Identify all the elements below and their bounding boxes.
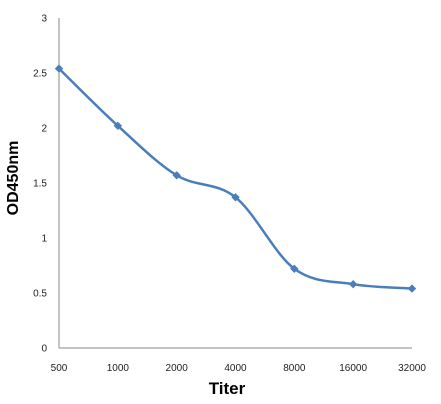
data-point bbox=[348, 280, 358, 289]
data-point bbox=[172, 171, 181, 180]
data-series bbox=[54, 64, 417, 293]
x-tick-label: 4000 bbox=[224, 363, 247, 374]
data-point bbox=[290, 264, 299, 273]
data-point bbox=[113, 121, 123, 130]
x-tick-label: 32000 bbox=[398, 363, 426, 374]
x-tick-label: 2000 bbox=[166, 363, 189, 374]
data-point bbox=[407, 284, 417, 293]
x-tick-label: 16000 bbox=[339, 363, 367, 374]
x-tick-label: 1000 bbox=[107, 363, 130, 374]
series-line bbox=[57, 67, 414, 290]
y-tick-label: 0.5 bbox=[33, 289, 47, 300]
y-tick-labels: 0 0.5 1 1.5 2 2.5 3 bbox=[33, 14, 47, 355]
y-tick-label: 2 bbox=[41, 124, 47, 135]
y-tick-label: 1 bbox=[41, 234, 47, 245]
y-tick-label: 1.5 bbox=[33, 179, 47, 190]
x-tick-label: 500 bbox=[51, 363, 68, 374]
x-axis-title: Titer bbox=[209, 379, 246, 398]
y-axis-title: OD450nm bbox=[5, 141, 22, 216]
data-point bbox=[231, 193, 240, 202]
y-tick-label: 2.5 bbox=[33, 69, 47, 80]
x-tick-labels: 500 1000 2000 4000 8000 16000 32000 bbox=[51, 363, 427, 374]
y-tick-label: 3 bbox=[41, 14, 47, 25]
x-tick-label: 8000 bbox=[283, 363, 306, 374]
y-tick-label: 0 bbox=[41, 344, 47, 355]
data-point bbox=[54, 64, 64, 73]
